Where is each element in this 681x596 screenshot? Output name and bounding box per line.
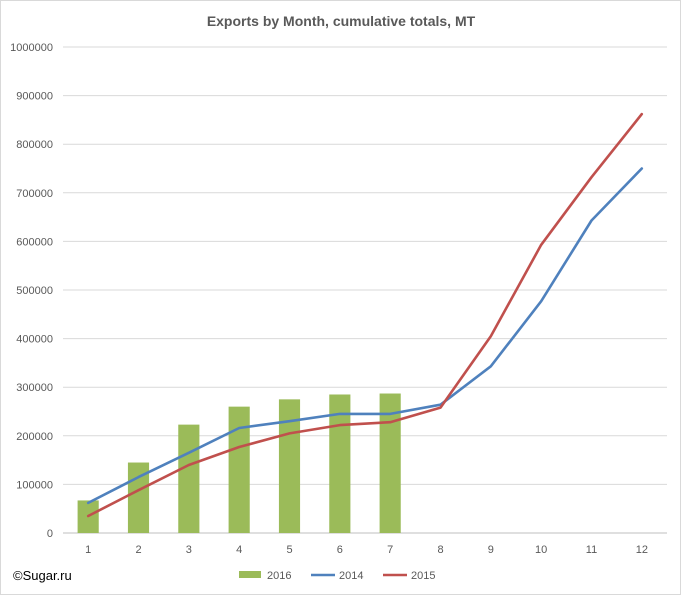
x-tick-label: 3: [186, 544, 192, 556]
legend: 2016 2014 2015: [239, 570, 435, 582]
y-tick-label: 400000: [16, 334, 53, 346]
x-tick-label: 6: [337, 544, 343, 556]
y-tick-label: 600000: [16, 236, 53, 248]
gridlines: [63, 46, 667, 534]
y-tick-label: 0: [47, 528, 53, 540]
legend-label: 2015: [411, 570, 435, 582]
chart-title: Exports by Month, cumulative totals, MT: [207, 13, 476, 29]
y-tick-label: 1000000: [10, 42, 53, 54]
y-tick-label: 900000: [16, 91, 53, 103]
x-tick-label: 12: [636, 544, 648, 556]
x-tick-label: 7: [387, 544, 393, 556]
legend-item-2016: 2016: [239, 570, 291, 582]
y-tick-label: 100000: [16, 479, 53, 491]
y-tick-label: 200000: [16, 431, 53, 443]
bar-2016-7: [379, 393, 401, 533]
x-tick-label: 10: [535, 544, 547, 556]
y-tick-label: 500000: [16, 285, 53, 297]
line-2015: [86, 112, 644, 518]
bar-2016-4: [228, 406, 250, 533]
legend-item-2014: 2014: [311, 570, 363, 582]
x-axis: 1 2 3 4 5 6 7 8 9 10 11 12: [85, 544, 648, 556]
x-tick-label: 2: [135, 544, 141, 556]
legend-swatch: [239, 571, 261, 578]
x-tick-label: 4: [236, 544, 242, 556]
x-tick-label: 9: [488, 544, 494, 556]
line-2014: [86, 167, 644, 505]
y-tick-label: 700000: [16, 188, 53, 200]
bar-2016-3: [178, 424, 200, 533]
legend-label: 2016: [267, 570, 291, 582]
y-axis: 0 100000 200000 300000 400000 500000 600000 700…: [10, 42, 53, 540]
y-tick-label: 300000: [16, 382, 53, 394]
copyright-text: ©Sugar.ru: [13, 568, 72, 583]
bar-2016-6: [329, 394, 351, 533]
line-series: [86, 112, 644, 518]
x-tick-label: 1: [85, 544, 91, 556]
y-tick-label: 800000: [16, 139, 53, 151]
x-tick-label: 8: [437, 544, 443, 556]
x-tick-label: 5: [286, 544, 292, 556]
x-tick-label: 11: [586, 544, 597, 556]
legend-label: 2014: [339, 570, 363, 582]
legend-item-2015: 2015: [383, 570, 435, 582]
